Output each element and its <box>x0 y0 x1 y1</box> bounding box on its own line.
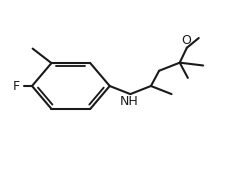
Text: F: F <box>13 79 20 93</box>
Text: O: O <box>181 34 191 47</box>
Text: NH: NH <box>120 95 138 109</box>
